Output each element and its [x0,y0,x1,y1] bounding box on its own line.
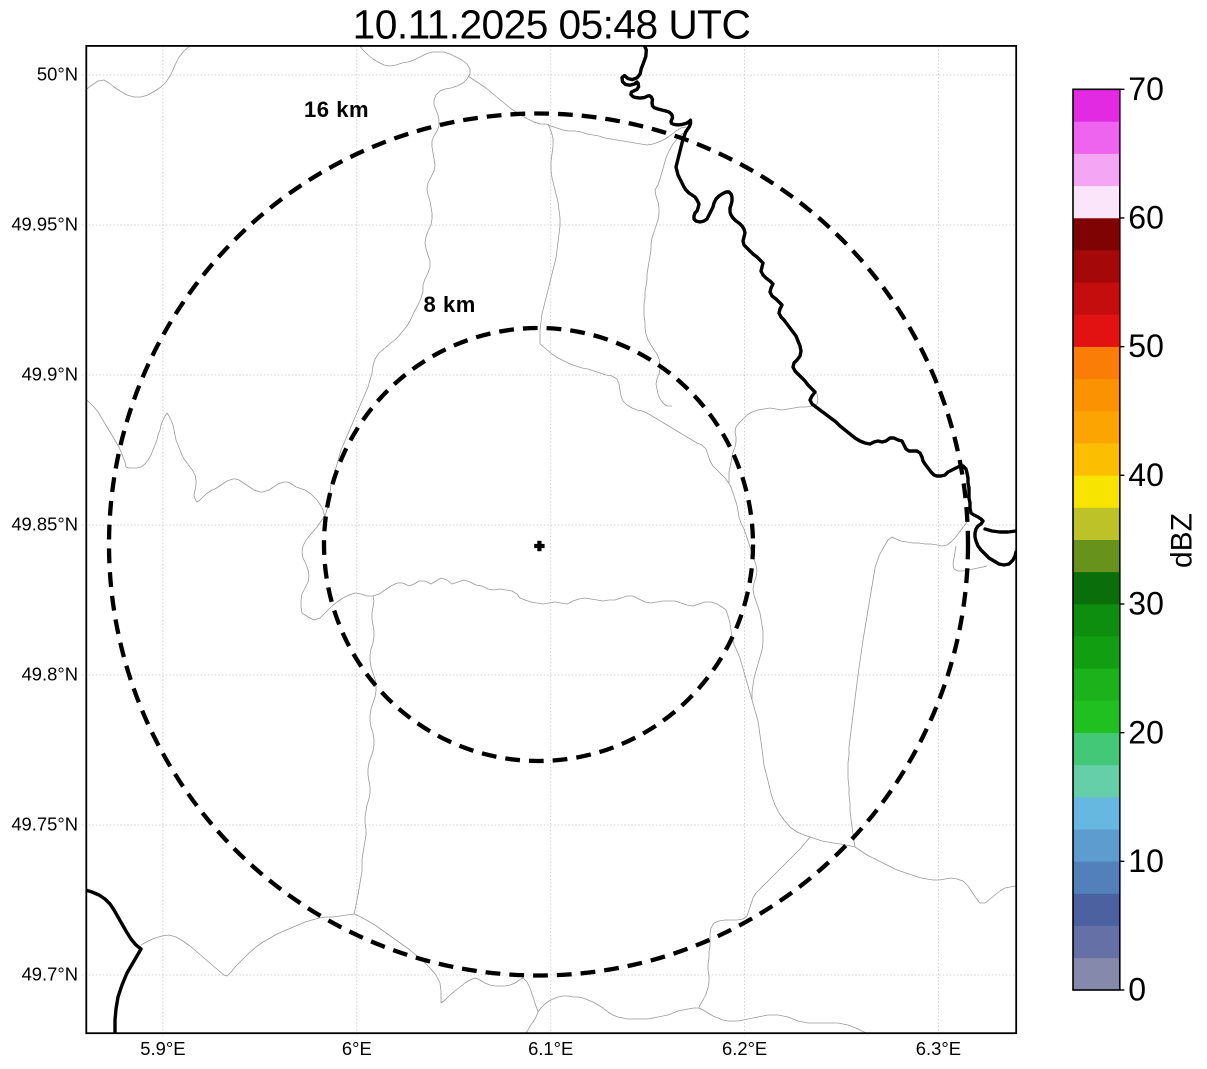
svg-text:6.2°E: 6.2°E [722,1038,767,1059]
svg-text:6°E: 6°E [342,1038,372,1059]
svg-text:49.8°N: 49.8°N [22,664,78,685]
svg-text:5.9°E: 5.9°E [140,1038,185,1059]
svg-text:50°N: 50°N [37,64,78,85]
svg-text:10.11.2025 05:48 UTC: 10.11.2025 05:48 UTC [353,1,751,47]
svg-text:30: 30 [1128,586,1164,622]
svg-text:70: 70 [1128,71,1164,107]
svg-text:50: 50 [1128,328,1164,364]
svg-text:49.95°N: 49.95°N [11,214,78,235]
svg-text:20: 20 [1128,714,1164,750]
svg-text:8 km: 8 km [424,292,476,317]
svg-text:10: 10 [1128,843,1164,879]
svg-text:49.7°N: 49.7°N [22,964,78,985]
svg-text:49.75°N: 49.75°N [11,814,78,835]
svg-text:0: 0 [1128,972,1146,1008]
svg-text:6.1°E: 6.1°E [528,1038,573,1059]
svg-text:dBZ: dBZ [1166,513,1199,568]
svg-text:60: 60 [1128,200,1164,236]
svg-text:40: 40 [1128,457,1164,493]
svg-text:6.3°E: 6.3°E [916,1038,961,1059]
svg-text:49.9°N: 49.9°N [22,364,78,385]
svg-text:16 km: 16 km [304,97,369,122]
svg-text:49.85°N: 49.85°N [11,514,78,535]
